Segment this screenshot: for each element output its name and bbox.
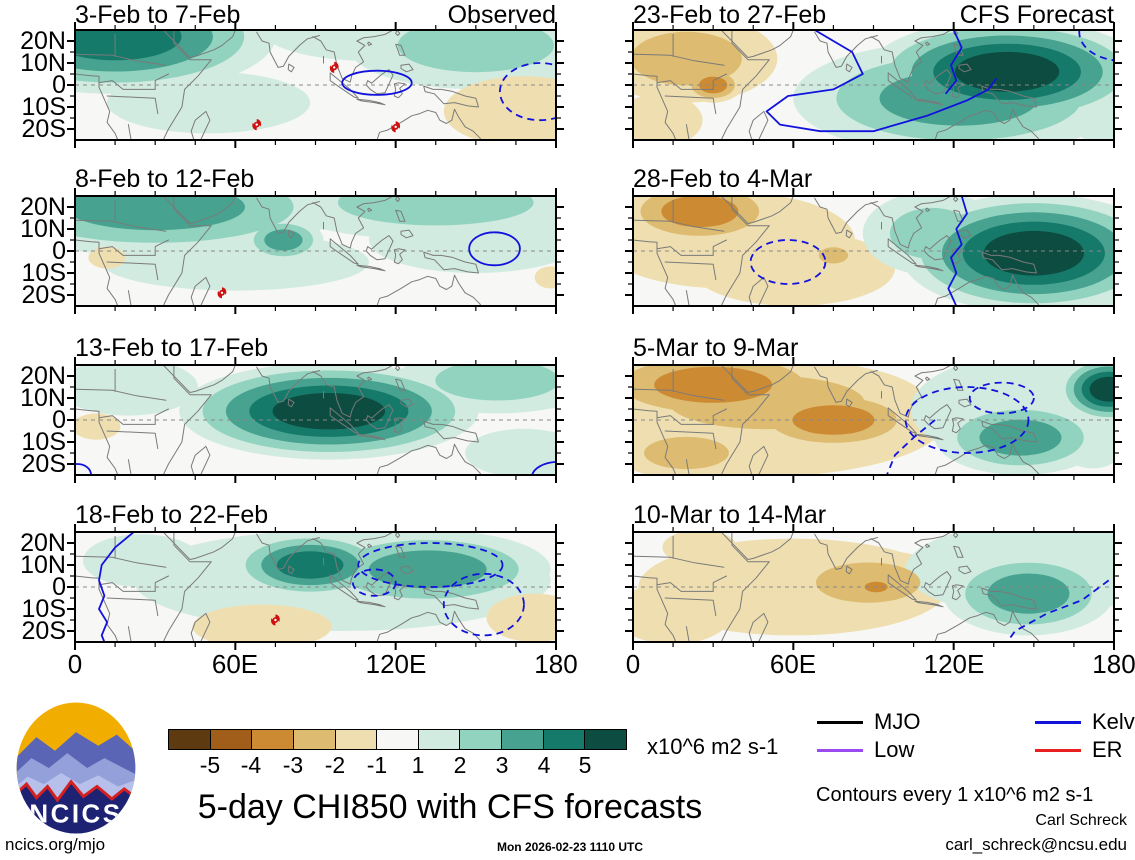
map-canvas <box>67 188 564 314</box>
lat-axis-label: 10S <box>21 595 66 623</box>
panel-title-row: 23-Feb to 27-Feb CFS Forecast <box>633 2 1114 30</box>
lat-axis-label: 20N <box>20 193 66 221</box>
map-panel <box>67 357 564 483</box>
figure-title: 5-day CHI850 with CFS forecasts <box>197 788 703 826</box>
site-url: ncics.org/mjo <box>5 835 106 854</box>
colorbar-tick-label: -1 <box>366 752 388 778</box>
map-panel <box>67 22 564 148</box>
panel-title-row: 5-Mar to 9-Mar <box>633 335 1114 363</box>
map-canvas <box>625 22 1122 148</box>
map-panel <box>67 524 564 650</box>
map-canvas <box>67 524 564 650</box>
map-canvas <box>67 357 564 483</box>
lat-axis-label: 0 <box>52 406 66 434</box>
panel-title-row: 8-Feb to 12-Feb <box>75 166 556 194</box>
panel-title-row: 3-Feb to 7-Feb Observed <box>75 2 556 30</box>
colorbar-units: x10^6 m2 s-1 <box>647 734 779 759</box>
colorbar-cell <box>210 730 253 749</box>
panel-date-range: 3-Feb to 7-Feb <box>75 1 241 29</box>
panel-date-range: 28-Feb to 4-Mar <box>633 165 813 193</box>
lat-axis-label: 10S <box>21 93 66 121</box>
legend-line-kelvin-x2 <box>1035 721 1081 724</box>
lat-axis-label: 0 <box>52 573 66 601</box>
ncics-logo: NCICS <box>14 700 138 836</box>
lat-axis-label: 20N <box>20 529 66 557</box>
colorbar-tick-label: 3 <box>495 752 509 778</box>
ncics-logo-text: NCICS <box>29 798 122 828</box>
legend-label: Kelvin x2 <box>1092 709 1135 734</box>
lat-axis-label: 0 <box>52 71 66 99</box>
map-canvas <box>625 524 1122 650</box>
map-canvas <box>625 188 1122 314</box>
lat-axis-label: 10N <box>20 551 66 579</box>
colorbar-cell <box>335 730 378 749</box>
legend-label: ER <box>1092 737 1123 762</box>
colorbar-cell <box>502 730 544 749</box>
lon-axis-label: 180 <box>1092 649 1135 679</box>
colorbar-tick-label: -5 <box>199 752 221 778</box>
colorbar-cell <box>460 730 503 749</box>
map-canvas <box>67 22 564 148</box>
panel-title-row: 28-Feb to 4-Mar <box>633 166 1114 194</box>
lat-axis-label: 20N <box>20 27 66 55</box>
colorbar-cell <box>252 730 294 749</box>
map-panel <box>67 188 564 314</box>
map-panel <box>625 524 1122 650</box>
colorbar-tick-label: -3 <box>282 752 304 778</box>
colorbar-tick-label: 2 <box>453 752 467 778</box>
map-canvas <box>625 357 1122 483</box>
colorbar-cell <box>418 730 461 749</box>
lat-axis-label: 0 <box>52 237 66 265</box>
credit-email: carl_schreck@ncsu.edu <box>945 835 1127 854</box>
lat-axis-label: 20S <box>21 617 66 645</box>
lat-axis-label: 10N <box>20 49 66 77</box>
legend-line-mjo <box>817 721 863 724</box>
lon-axis-label: 180 <box>534 649 578 679</box>
lat-axis-label: 20S <box>21 281 66 309</box>
colorbar-tick-label: -2 <box>324 752 346 778</box>
legend-line-er <box>1035 749 1081 752</box>
lat-axis-label: 10S <box>21 428 66 456</box>
timestamp: Mon 2026-02-23 1110 UTC <box>496 840 644 854</box>
panel-source-tag: Observed <box>447 1 556 29</box>
map-panel <box>625 357 1122 483</box>
colorbar-tick-label: -4 <box>240 752 262 778</box>
lon-axis-label: 120E <box>365 649 427 679</box>
lon-axis-label: 0 <box>625 649 641 679</box>
credit-name: Carl Schreck <box>1035 812 1127 829</box>
lat-axis-label: 10S <box>21 259 66 287</box>
colorbar-tick-label: 4 <box>537 752 551 778</box>
colorbar <box>168 729 627 750</box>
lat-axis-label: 20S <box>21 450 66 478</box>
legend-line-low <box>817 749 863 752</box>
colorbar-tick-label: 1 <box>411 752 425 778</box>
colorbar-cell <box>543 730 586 749</box>
lat-axis-label: 20S <box>21 115 66 143</box>
map-panel <box>625 188 1122 314</box>
legend-label: Low <box>874 737 915 762</box>
lon-axis-label: 60E <box>769 649 817 679</box>
panel-source-tag: CFS Forecast <box>959 1 1114 29</box>
lat-axis-label: 10N <box>20 215 66 243</box>
colorbar-tick-label: 5 <box>578 752 592 778</box>
colorbar-cell <box>585 730 627 749</box>
colorbar-cell <box>293 730 336 749</box>
colorbar-cell <box>169 730 211 749</box>
lon-axis-label: 120E <box>923 649 985 679</box>
legend-label: MJO <box>874 709 921 734</box>
map-panel <box>625 22 1122 148</box>
colorbar-cell <box>377 730 419 749</box>
panel-date-range: 8-Feb to 12-Feb <box>75 165 255 193</box>
panel-date-range: 5-Mar to 9-Mar <box>633 334 799 362</box>
lon-axis-label: 60E <box>211 649 259 679</box>
lat-axis-label: 10N <box>20 384 66 412</box>
lat-axis-label: 20N <box>20 362 66 390</box>
lon-axis-label: 0 <box>67 649 83 679</box>
contour-note: Contours every 1 x10^6 m2 s-1 <box>816 784 1094 806</box>
